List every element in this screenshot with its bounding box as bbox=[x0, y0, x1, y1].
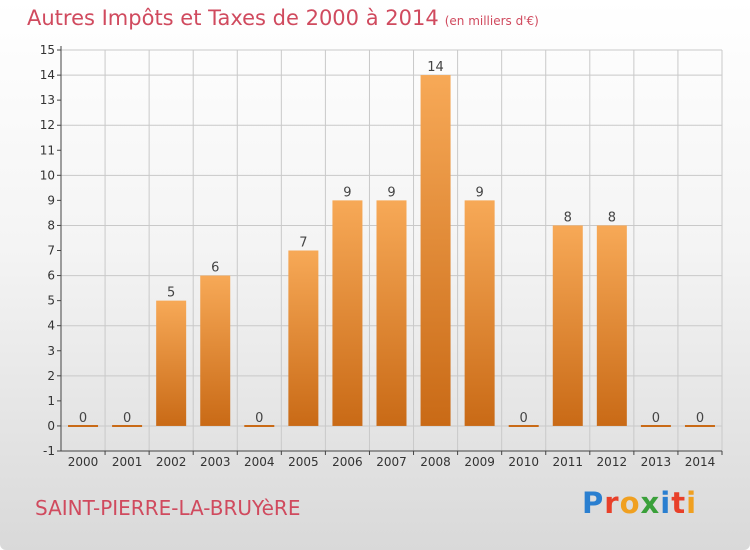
bar bbox=[156, 300, 187, 426]
x-tick-label: 2008 bbox=[420, 455, 451, 469]
data-label: 5 bbox=[167, 286, 175, 301]
bar bbox=[420, 75, 451, 426]
y-tick-label: 3 bbox=[47, 344, 55, 358]
y-tick-label: 10 bbox=[40, 168, 55, 182]
bar bbox=[464, 200, 495, 426]
y-tick-label: 13 bbox=[40, 93, 55, 107]
chart-unit: (en milliers d'€) bbox=[444, 14, 539, 28]
y-tick-label: 8 bbox=[47, 218, 55, 232]
y-tick-label: 7 bbox=[47, 244, 55, 258]
x-tick-label: 2009 bbox=[464, 455, 495, 469]
x-tick-label: 2002 bbox=[156, 455, 187, 469]
x-tick-label: 2014 bbox=[685, 455, 716, 469]
chart-title-text: Autres Impôts et Taxes de 2000 à 2014 bbox=[27, 6, 439, 30]
y-tick-label: 0 bbox=[47, 419, 55, 433]
commune-name: SAINT-PIERRE-LA-BRUYèRE bbox=[35, 496, 301, 520]
data-label: 0 bbox=[255, 411, 263, 426]
data-label: 7 bbox=[299, 236, 307, 251]
data-label: 14 bbox=[427, 60, 444, 75]
bar bbox=[552, 225, 583, 426]
y-tick-label: 14 bbox=[40, 68, 55, 82]
x-tick-label: 2001 bbox=[112, 455, 143, 469]
data-label: 8 bbox=[608, 210, 616, 225]
y-tick-label: 6 bbox=[47, 269, 55, 283]
x-tick-label: 2007 bbox=[376, 455, 407, 469]
y-tick-label: 12 bbox=[40, 118, 55, 132]
x-tick-label: 2006 bbox=[332, 455, 363, 469]
bar bbox=[596, 225, 627, 426]
data-label: 6 bbox=[211, 261, 219, 276]
bar bbox=[200, 275, 231, 426]
data-label: 0 bbox=[79, 411, 87, 426]
data-label: 9 bbox=[343, 185, 351, 200]
data-label: 8 bbox=[564, 210, 572, 225]
data-label: 0 bbox=[696, 411, 704, 426]
data-label: 9 bbox=[475, 185, 483, 200]
y-tick-label: 1 bbox=[47, 394, 55, 408]
bar bbox=[332, 200, 363, 426]
bar bbox=[376, 200, 407, 426]
y-tick-label: 9 bbox=[47, 193, 55, 207]
y-tick-label: 4 bbox=[47, 319, 55, 333]
data-label: 9 bbox=[387, 185, 395, 200]
y-tick-label: 2 bbox=[47, 369, 55, 383]
x-tick-label: 2000 bbox=[68, 455, 99, 469]
x-tick-label: 2010 bbox=[508, 455, 539, 469]
y-tick-label: 11 bbox=[40, 143, 55, 157]
bar bbox=[288, 250, 319, 426]
x-tick-label: 2004 bbox=[244, 455, 275, 469]
x-tick-label: 2005 bbox=[288, 455, 319, 469]
x-tick-label: 2013 bbox=[641, 455, 672, 469]
y-tick-label: 5 bbox=[47, 294, 55, 308]
data-label: 0 bbox=[123, 411, 131, 426]
chart-title: Autres Impôts et Taxes de 2000 à 2014 (en… bbox=[27, 6, 539, 30]
x-tick-label: 2011 bbox=[552, 455, 583, 469]
x-tick-label: 2012 bbox=[597, 455, 628, 469]
y-tick-label: 15 bbox=[40, 43, 55, 57]
y-tick-label: -1 bbox=[43, 444, 55, 458]
x-tick-label: 2003 bbox=[200, 455, 231, 469]
proxiti-logo: Proxiti bbox=[582, 486, 698, 520]
data-label: 0 bbox=[652, 411, 660, 426]
data-label: 0 bbox=[520, 411, 528, 426]
